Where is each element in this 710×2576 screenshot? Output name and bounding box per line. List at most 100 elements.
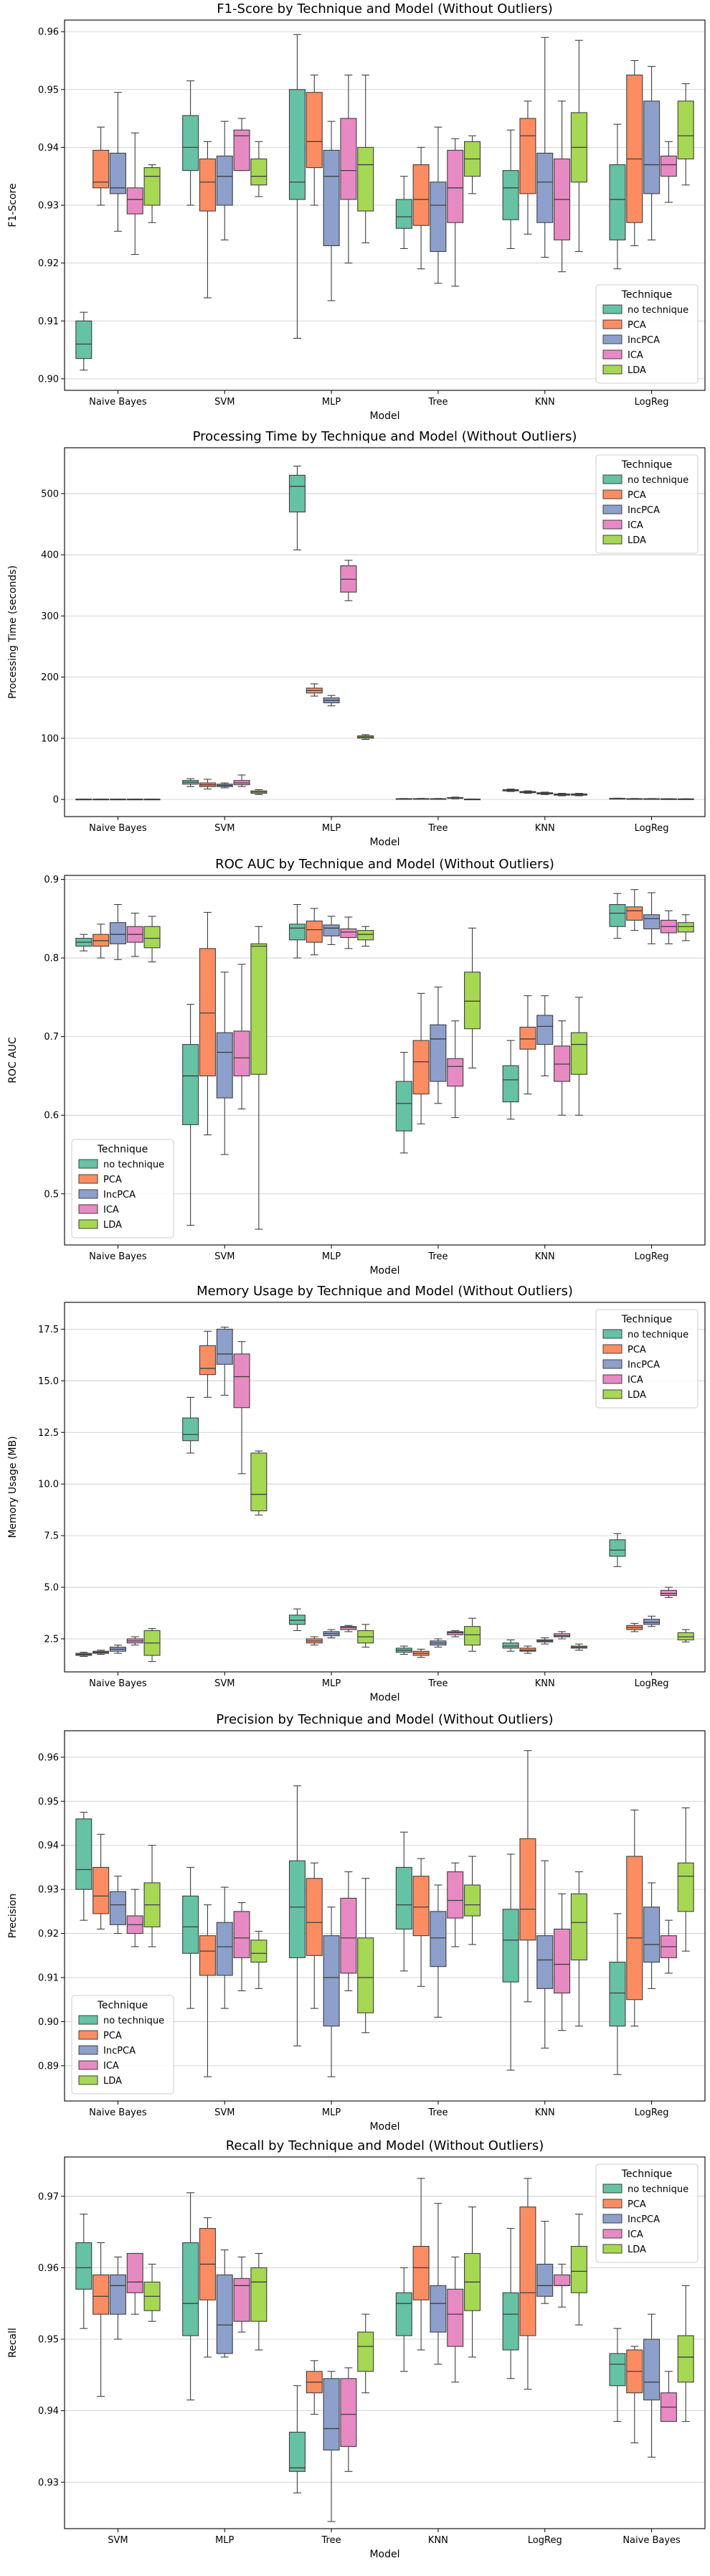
box-body — [626, 906, 643, 921]
box-incpca — [536, 1637, 554, 1645]
box-incpca — [216, 2249, 233, 2358]
box-body — [643, 1619, 661, 1625]
axes-frame — [64, 1730, 706, 2102]
box-incpca — [323, 1907, 340, 2077]
box-lda — [250, 1930, 268, 1989]
box-pca — [93, 798, 110, 801]
box-body — [182, 115, 199, 171]
box-pca — [306, 2360, 323, 2415]
legend-item-label: IncPCA — [628, 2214, 660, 2225]
box-pca — [412, 1858, 430, 1987]
box-lda — [677, 2285, 694, 2422]
y-tick-label: 0.92 — [38, 258, 59, 269]
box-pca — [519, 995, 536, 1095]
box-pca — [519, 100, 536, 235]
box-incpca — [323, 1629, 340, 1639]
box-body — [250, 2267, 268, 2322]
y-tick-label: 0.94 — [38, 2406, 59, 2417]
legend-swatch — [78, 1159, 98, 1169]
box-pca — [519, 2178, 536, 2390]
box-incpca — [430, 1884, 447, 2018]
box-body — [464, 972, 481, 1030]
y-tick-label: 5.0 — [44, 1583, 59, 1594]
box-ica — [340, 560, 357, 601]
box-body — [357, 1937, 374, 2013]
box-ica — [660, 910, 677, 944]
box-body — [340, 1626, 357, 1630]
box-lda — [464, 1856, 481, 1945]
y-tick-label: 0.93 — [38, 2478, 59, 2488]
y-tick-label: 0.93 — [38, 201, 59, 212]
box-body — [609, 1961, 626, 2027]
box-lda — [677, 1807, 694, 1952]
x-axis-label: Model — [369, 2549, 399, 2560]
y-tick-label: 0.95 — [38, 2335, 59, 2346]
box-no-technique — [502, 129, 519, 250]
legend-swatch — [602, 2244, 623, 2254]
x-tick-label: LogReg — [635, 1251, 669, 1262]
box-body — [233, 2277, 250, 2322]
box-incpca — [430, 987, 447, 1104]
box-body — [93, 1866, 110, 1914]
box-body — [430, 1911, 447, 1968]
legend-item-label: PCA — [628, 2199, 646, 2210]
box-no-technique — [609, 2328, 626, 2422]
box-body — [109, 922, 126, 944]
box-ica — [554, 1020, 571, 1116]
box-pca — [306, 908, 323, 956]
axes-frame — [64, 19, 706, 391]
legend-swatch — [602, 489, 623, 499]
box-body — [216, 2274, 233, 2354]
box-incpca — [323, 2371, 340, 2522]
box-lda — [464, 2206, 481, 2358]
box-body — [250, 1940, 268, 1963]
x-tick-label: MLP — [322, 1251, 341, 1262]
box-ica — [340, 916, 357, 949]
box-incpca — [430, 126, 447, 284]
box-body — [306, 92, 323, 169]
box-body — [233, 1030, 250, 1076]
box-body — [519, 1026, 536, 1050]
box-body — [306, 1878, 323, 1956]
box-no-technique — [395, 176, 412, 250]
box-lda — [143, 1845, 161, 1947]
box-lda — [677, 914, 694, 941]
x-tick-label: SVM — [108, 2535, 128, 2546]
box-body — [554, 2274, 571, 2286]
box-pca — [412, 2178, 430, 2351]
box-ica — [447, 796, 464, 799]
box-pca — [199, 1330, 216, 1398]
y-tick-label: 300 — [41, 611, 59, 622]
box-incpca — [109, 798, 126, 801]
box-incpca — [216, 121, 233, 240]
x-tick-label: KNN — [535, 823, 555, 834]
box-body — [288, 1614, 306, 1625]
box-lda — [677, 83, 694, 186]
legend-swatch — [602, 2229, 623, 2239]
y-tick-label: 10.0 — [38, 1480, 59, 1490]
box-ica — [233, 2256, 250, 2333]
box-incpca — [643, 1615, 661, 1627]
legend: Technique no technique PCA IncPCA ICA LDA — [595, 2163, 699, 2263]
box-no-technique — [502, 2228, 519, 2379]
box-body — [109, 152, 126, 194]
box-lda — [143, 798, 161, 801]
y-tick-label: 0.91 — [38, 1973, 59, 1984]
box-no-technique — [182, 80, 199, 206]
box-incpca — [643, 2313, 661, 2458]
box-incpca — [109, 2256, 126, 2340]
box-pca — [519, 790, 536, 794]
legend-swatch — [78, 1189, 98, 1199]
box-lda — [143, 2263, 161, 2322]
box-incpca — [216, 1886, 233, 2009]
legend-swatch — [602, 1389, 623, 1399]
x-tick-label: MLP — [322, 1678, 341, 1689]
box-ica — [660, 1919, 677, 1974]
box-no-technique — [182, 1004, 199, 1226]
box-no-technique — [502, 789, 519, 792]
box-body — [412, 1040, 430, 1095]
box-lda — [570, 793, 587, 796]
x-axis-label: Model — [369, 1265, 399, 1277]
x-tick-label: SVM — [214, 397, 235, 408]
box-no-technique — [395, 1051, 412, 1154]
